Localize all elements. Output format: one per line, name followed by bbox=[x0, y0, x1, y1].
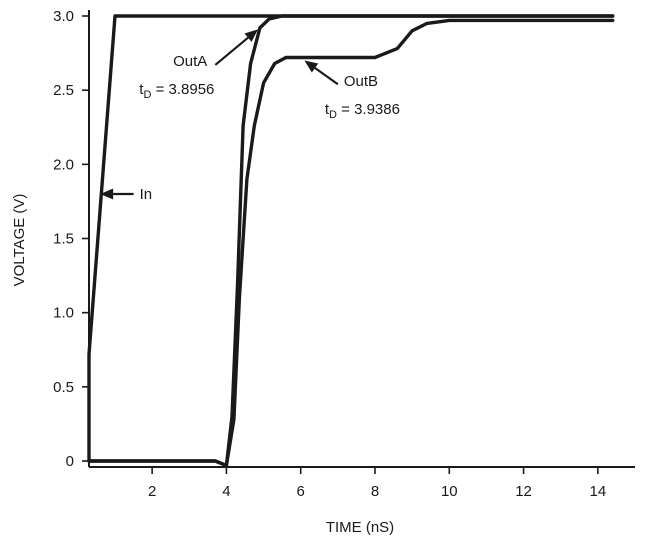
y-ticks: 0 0.5 1.0 1.5 2.0 2.5 3.0 bbox=[53, 8, 89, 470]
delay-subscript: D bbox=[143, 89, 151, 101]
y-tick-label: 2.0 bbox=[53, 156, 74, 173]
x-tick-label: 10 bbox=[441, 483, 458, 500]
y-tick-label: 3.0 bbox=[53, 8, 74, 25]
delay-prefix: t bbox=[139, 81, 144, 98]
delay-prefix: t bbox=[325, 101, 330, 118]
x-tick-label: 14 bbox=[590, 483, 607, 500]
x-tick-label: 12 bbox=[515, 483, 532, 500]
x-tick-label: 6 bbox=[297, 483, 305, 500]
y-tick-label: 1.5 bbox=[53, 231, 74, 248]
annotation-arrow-line-outa bbox=[214, 36, 249, 66]
annotation-label-in: In bbox=[140, 186, 153, 203]
x-ticks: 2 4 6 8 10 12 14 bbox=[148, 467, 606, 500]
annotation-label-outb: OutB bbox=[344, 73, 378, 90]
y-tick-label: 0 bbox=[66, 453, 74, 470]
annotation-label-outa: OutA bbox=[173, 53, 207, 70]
delay-value: = 3.9386 bbox=[337, 101, 400, 118]
annotation-delay-outa: tD = 3.8956 bbox=[139, 81, 214, 101]
annotation-arrow-head-outb bbox=[304, 60, 319, 73]
y-axis-title: VOLTAGE (V) bbox=[11, 194, 28, 287]
x-axis-title: TIME (nS) bbox=[326, 519, 394, 536]
series-lines bbox=[87, 14, 615, 468]
plot-area: 2 4 6 8 10 12 14 0 0.5 1.0 1.5 2.0 2.5 3.0 In OutA tD … bbox=[53, 8, 635, 500]
x-tick-label: 2 bbox=[148, 483, 156, 500]
y-tick-label: 2.5 bbox=[53, 82, 74, 99]
annotation-arrow-head-outa bbox=[244, 29, 258, 42]
annotation-delay-outb: tD = 3.9386 bbox=[325, 101, 400, 121]
delay-subscript: D bbox=[329, 109, 337, 121]
y-tick-label: 1.0 bbox=[53, 305, 74, 322]
annotation-arrow-line-outb bbox=[314, 67, 339, 86]
delay-value: = 3.8956 bbox=[151, 81, 214, 98]
x-tick-label: 4 bbox=[222, 483, 230, 500]
y-tick-label: 0.5 bbox=[53, 379, 74, 396]
series-line-outb bbox=[87, 18, 615, 468]
annotation-arrow-head-in bbox=[100, 188, 114, 200]
x-tick-label: 8 bbox=[371, 483, 379, 500]
